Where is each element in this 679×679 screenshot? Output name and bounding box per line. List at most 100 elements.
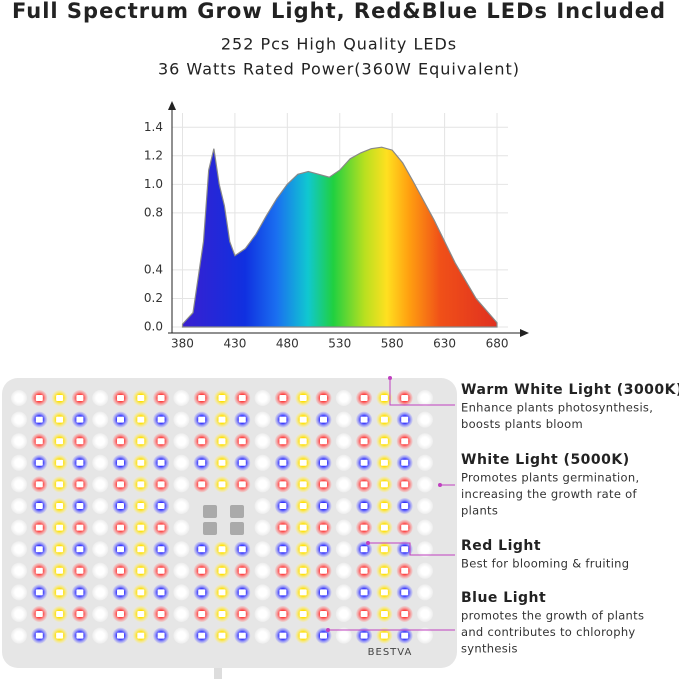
led: [259, 395, 267, 401]
led: [198, 438, 206, 445]
screw: [230, 505, 244, 518]
led: [15, 546, 23, 553]
screw: [203, 522, 217, 535]
led: [15, 611, 23, 617]
led: [360, 395, 368, 401]
led: [401, 503, 409, 509]
led: [76, 416, 84, 423]
led: [360, 611, 368, 617]
led: [299, 567, 307, 574]
led: [56, 503, 64, 509]
led: [177, 438, 185, 445]
led: [157, 416, 165, 423]
led: [401, 632, 409, 639]
led: [117, 416, 124, 423]
led: [380, 481, 388, 488]
led: [320, 567, 327, 574]
led: [137, 395, 145, 401]
led: [35, 438, 43, 445]
led: [157, 503, 165, 509]
led: [320, 459, 327, 466]
led: [360, 524, 368, 531]
led: [360, 416, 368, 423]
led: [218, 567, 226, 574]
led: [76, 589, 84, 596]
led: [299, 632, 307, 639]
led: [320, 438, 327, 445]
subtitle: 36 Watts Rated Power(360W Equivalent): [158, 60, 520, 79]
led: [177, 632, 185, 639]
led: [279, 438, 287, 445]
led: [35, 395, 43, 401]
led: [320, 395, 327, 401]
led: [380, 589, 388, 596]
led: [157, 524, 165, 531]
led: [157, 611, 165, 617]
spectrum-chart: 0.0 0.2 0.4 0.8 1.0 1.2 1.4 380 430 480 530 580 630 6…: [144, 101, 529, 351]
led: [137, 611, 145, 617]
led: [198, 416, 206, 423]
callout-title: Blue Light: [461, 590, 546, 606]
led: [340, 567, 348, 574]
led: [340, 611, 348, 617]
led: [117, 459, 124, 466]
led: [320, 503, 327, 509]
led: [340, 524, 348, 531]
led: [157, 632, 165, 639]
led: [259, 632, 267, 639]
led: [279, 395, 287, 401]
led: [56, 567, 64, 574]
led: [177, 503, 185, 509]
spectrum-area: [181, 146, 498, 328]
led: [96, 503, 104, 509]
led: [218, 481, 226, 488]
led: [157, 395, 165, 401]
led: [198, 481, 206, 488]
y-tick-label: 0.2: [144, 291, 163, 305]
led: [259, 481, 267, 488]
led: [279, 632, 287, 639]
led: [238, 632, 246, 639]
led: [117, 524, 124, 531]
led: [299, 503, 307, 509]
led-grid: [11, 390, 433, 644]
x-tick-label: 680: [486, 337, 509, 351]
led: [218, 611, 226, 617]
led: [320, 524, 327, 531]
led: [299, 481, 307, 488]
callout-title: White Light (5000K): [461, 452, 630, 468]
led: [15, 481, 23, 488]
led: [218, 546, 226, 553]
led: [15, 459, 23, 466]
led: [56, 611, 64, 617]
led: [198, 611, 206, 617]
led: [137, 632, 145, 639]
led: [401, 611, 409, 617]
led: [340, 481, 348, 488]
led: [401, 589, 409, 596]
led: [76, 481, 84, 488]
led: [76, 632, 84, 639]
led: [117, 611, 124, 617]
led: [177, 416, 185, 423]
x-tick-label: 580: [381, 337, 404, 351]
led: [380, 416, 388, 423]
led: [177, 567, 185, 574]
led: [279, 416, 287, 423]
callout-description: promotes the growth of plants: [461, 609, 644, 623]
led: [380, 567, 388, 574]
led: [320, 481, 327, 488]
led: [198, 459, 206, 466]
led: [157, 438, 165, 445]
led: [157, 459, 165, 466]
led: [96, 481, 104, 488]
led: [279, 589, 287, 596]
led: [35, 503, 43, 509]
led: [96, 632, 104, 639]
led: [421, 459, 429, 466]
callout-description: synthesis: [461, 642, 518, 656]
led: [238, 611, 246, 617]
led: [15, 567, 23, 574]
callout-title: Red Light: [461, 538, 541, 554]
led: [56, 395, 64, 401]
